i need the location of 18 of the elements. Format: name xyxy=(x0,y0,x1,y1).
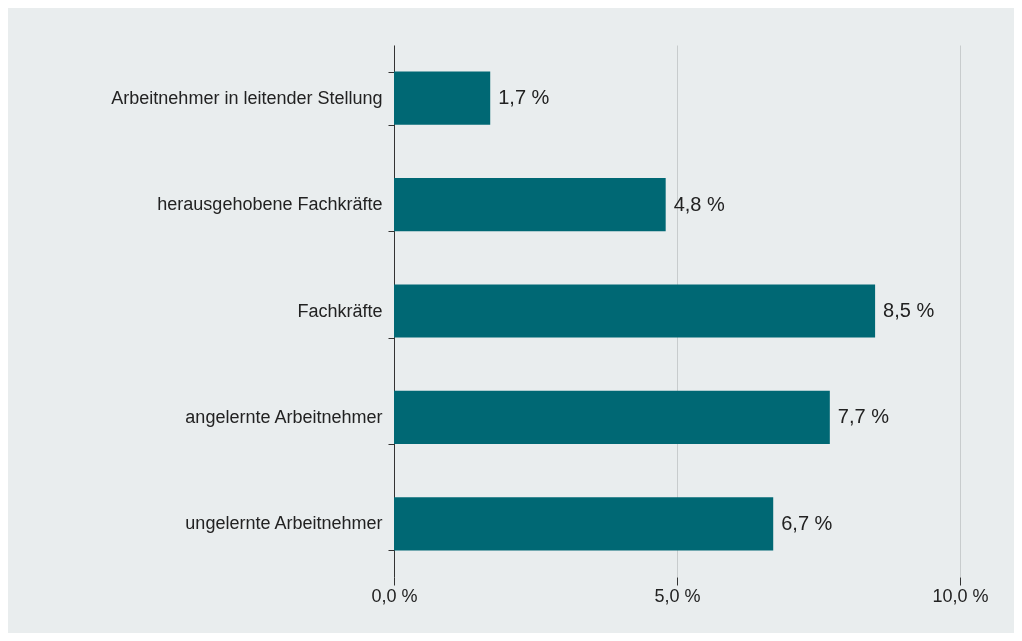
y-tick-label: ungelernte Arbeitnehmer xyxy=(185,513,383,534)
bar xyxy=(394,71,491,125)
data-label: 8,5 % xyxy=(883,299,935,321)
bar xyxy=(394,178,666,232)
bar xyxy=(394,497,774,551)
x-tick-label: 0,0 % xyxy=(371,585,418,606)
y-tick-label: Arbeitnehmer in leitender Stellung xyxy=(111,87,383,108)
y-tick-label: Fachkräfte xyxy=(297,300,383,321)
data-label: 7,7 % xyxy=(837,405,890,428)
bar xyxy=(394,390,830,444)
y-tick-label: herausgehobene Fachkräfte xyxy=(157,194,383,215)
data-label: 6,7 % xyxy=(781,511,833,534)
x-tick-label: 10,0 % xyxy=(932,585,989,606)
data-label: 1,7 % xyxy=(498,86,550,109)
y-tick-label: angelernte Arbeitnehmer xyxy=(185,406,383,427)
bar xyxy=(394,284,876,338)
x-tick-label: 5,0 % xyxy=(654,585,701,606)
data-label: 4,8 % xyxy=(673,192,726,215)
